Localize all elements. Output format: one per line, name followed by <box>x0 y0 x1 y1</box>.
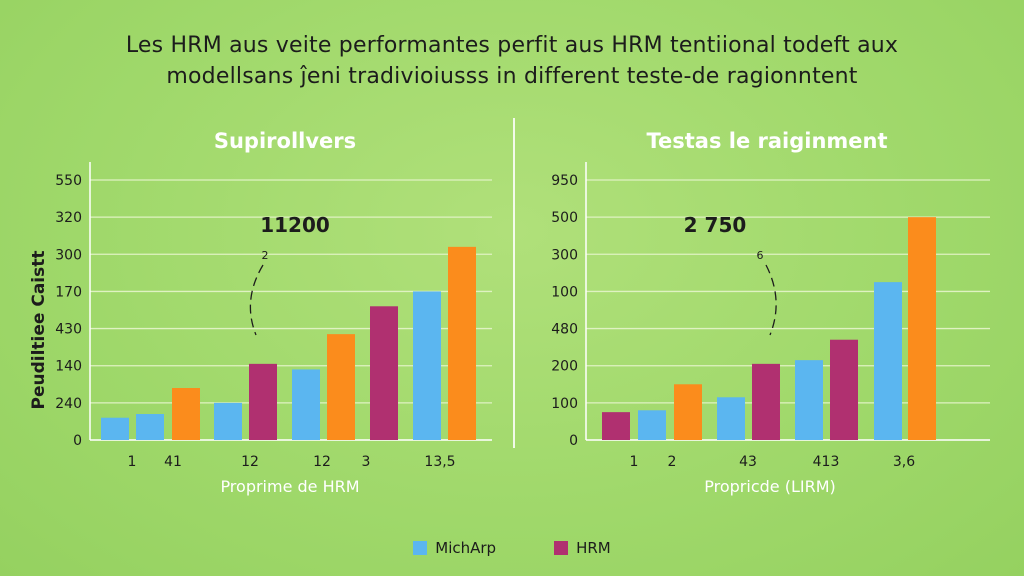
chart-0-bar-5 <box>292 369 320 440</box>
chart-1-annotation-small: 6 <box>757 249 764 262</box>
chart-0-x-tick-3: 12 <box>313 454 331 470</box>
chart-1-y-tick-3: 480 <box>551 322 578 338</box>
chart-0-y-label: Peudiltiee Caistt <box>29 251 49 410</box>
chart-0-bar-1 <box>136 414 164 440</box>
chart-0-y-tick-4: 170 <box>55 284 82 300</box>
page-title-line-1: Les HRM aus veite performantes perfit au… <box>125 33 899 58</box>
chart-0-x-tick-5: 13,5 <box>424 454 455 470</box>
chart-0-bar-2 <box>172 388 200 440</box>
chart-1-bar-1 <box>638 410 666 440</box>
chart-0-y-tick-6: 320 <box>55 210 82 226</box>
chart-1-bar-8 <box>908 217 936 440</box>
chart-0-bar-0 <box>101 417 129 440</box>
chart-0-bar-7 <box>370 306 398 440</box>
chart-1-bar-2 <box>674 384 702 440</box>
chart-1-y-tick-6: 500 <box>551 210 578 226</box>
chart-0-title: Supirollvers <box>214 129 356 153</box>
chart-0-annotation-small: 2 <box>262 249 269 262</box>
chart-0-annotation: 11200 <box>260 213 330 237</box>
chart-0-bar-9 <box>448 246 476 440</box>
chart-1-x-tick-0: 1 <box>630 454 639 470</box>
chart-1-y-tick-4: 100 <box>551 284 578 300</box>
chart-1-x-tick-1: 2 <box>668 454 677 470</box>
chart-0-x-tick-4: 3 <box>362 454 371 470</box>
chart-1-annotation-arc <box>765 264 777 336</box>
chart-1-y-tick-7: 950 <box>551 173 578 189</box>
chart-1-bar-4 <box>752 363 780 440</box>
chart-1-title: Testas le raiginment <box>646 129 887 153</box>
chart-1-bar-3 <box>717 397 745 440</box>
legend-item-0: MichArp <box>413 539 496 557</box>
chart-1-y-tick-1: 100 <box>551 396 578 412</box>
legend-item-1: HRM <box>554 539 611 557</box>
chart-1-y-tick-5: 300 <box>551 247 578 263</box>
chart-1-x-tick-2: 43 <box>739 454 757 470</box>
chart-0-x-label: Proprime de HRM <box>220 477 359 496</box>
chart-0-y-tick-2: 140 <box>55 359 82 375</box>
chart-1-x-tick-4: 3,6 <box>893 454 915 470</box>
chart-1-annotation: 2 750 <box>684 213 747 237</box>
chart-0-bar-6 <box>327 334 355 440</box>
legend: MichArp HRM <box>0 538 1024 558</box>
chart-0-y-tick-7: 550 <box>55 173 82 189</box>
chart-0-x-tick-1: 41 <box>164 454 182 470</box>
page-title: Les HRM aus veite performantes perfit au… <box>0 30 1024 92</box>
legend-label-0: MichArp <box>435 539 497 557</box>
chart-0-y-tick-1: 240 <box>55 396 82 412</box>
chart-1-y-tick-0: 0 <box>569 433 578 449</box>
legend-label-1: HRM <box>576 539 611 557</box>
chart-1-bar-0 <box>602 412 630 440</box>
chart-1-x-tick-3: 413 <box>813 454 840 470</box>
chart-1-y-tick-2: 200 <box>551 359 578 375</box>
chart-0-bar-4 <box>249 363 277 440</box>
legend-swatch-1 <box>554 541 569 555</box>
chart-1-bar-7 <box>874 282 902 440</box>
legend-swatch-0 <box>413 541 428 555</box>
chart-1-x-label: Propricde (LIRM) <box>704 477 835 496</box>
chart-1-bar-6 <box>830 339 858 440</box>
chart-0-annotation-arc <box>249 264 264 336</box>
page-title-line-2: modellsans ĵeni tradivioiusss in differe… <box>166 64 858 89</box>
chart-0-x-tick-2: 12 <box>241 454 259 470</box>
chart-0-bar-3 <box>214 402 242 440</box>
chart-1-bar-5 <box>795 360 823 440</box>
chart-0-bar-8 <box>413 291 441 440</box>
chart-0-y-tick-0: 0 <box>73 433 82 449</box>
chart-0-y-tick-3: 430 <box>55 322 82 338</box>
chart-divider <box>513 118 515 448</box>
chart-0-y-tick-5: 300 <box>55 247 82 263</box>
chart-0-x-tick-0: 1 <box>128 454 137 470</box>
